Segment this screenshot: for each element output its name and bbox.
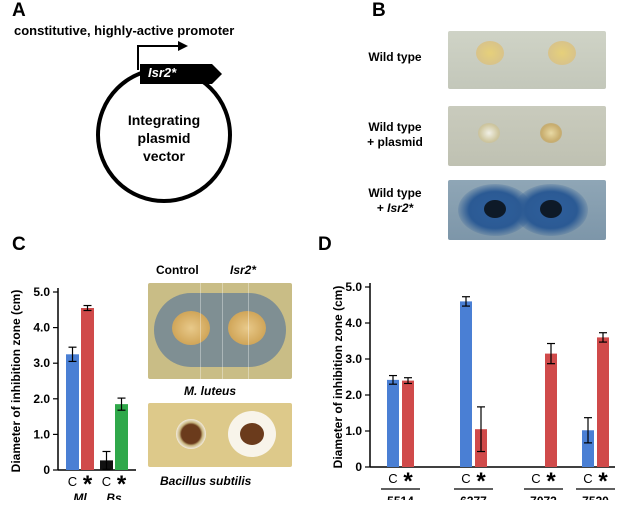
y-tick-label: 3.0 bbox=[345, 352, 362, 366]
colony-isr2-ml bbox=[228, 311, 266, 345]
plate-wild-type-isr2 bbox=[448, 180, 606, 240]
promoter-label: constitutive, highly-active promoter bbox=[14, 23, 235, 38]
b-row1-label: Wild type bbox=[350, 50, 440, 65]
promoter-arrowhead bbox=[178, 41, 188, 51]
panel-b-letter: B bbox=[372, 0, 386, 21]
y-tick-label: 2.0 bbox=[33, 392, 50, 406]
colony-4 bbox=[540, 123, 562, 143]
y-tick-label: 0 bbox=[43, 463, 50, 477]
chart-d: Diameter of inhibition zone (cm) 0 1.0 2.0 3… bbox=[331, 280, 615, 500]
y-axis-label: Diameter of inhibition zone (cm) bbox=[9, 290, 23, 473]
grid-line-3 bbox=[248, 283, 249, 379]
bar-label-control: C bbox=[531, 471, 540, 486]
group-label: 7520 bbox=[582, 494, 609, 500]
gene-block bbox=[140, 64, 222, 84]
colony-control-ml bbox=[172, 311, 210, 345]
y-tick-label: 5.0 bbox=[345, 280, 362, 294]
b-row2-line1: Wild type bbox=[368, 120, 422, 134]
group-label: 6377 bbox=[460, 494, 487, 500]
bar bbox=[545, 353, 557, 467]
bar bbox=[597, 337, 609, 467]
b-subtilis-caption: Bacillus subtilis bbox=[160, 474, 252, 488]
bar-label-control: C bbox=[102, 474, 111, 489]
b-row3-label: Wild type + Isr2* bbox=[348, 186, 442, 216]
b-row3-line1: Wild type bbox=[368, 186, 422, 200]
panel-d-letter: D bbox=[318, 234, 332, 255]
plate-b-subtilis bbox=[148, 403, 292, 467]
b-row1-line1: Wild type bbox=[368, 50, 422, 64]
colony-2 bbox=[548, 41, 576, 65]
plasmid-diagram bbox=[96, 41, 232, 203]
y-tick-label: 2.0 bbox=[345, 388, 362, 402]
bar bbox=[115, 404, 128, 470]
plate-wild-type bbox=[448, 31, 606, 89]
gene-label: Isr2* bbox=[148, 65, 177, 80]
grid-line-2 bbox=[222, 283, 223, 379]
bar bbox=[582, 430, 594, 467]
chart-c: Diameter of inhibition zone (cm) 0 1.0 2.0 3… bbox=[9, 285, 136, 500]
bar-label-control: C bbox=[68, 474, 77, 489]
plasmid-line-2: plasmid bbox=[137, 130, 191, 146]
plasmid-line-1: Integrating bbox=[127, 112, 201, 128]
bar-label-control: C bbox=[388, 471, 397, 486]
group-label: Ml bbox=[73, 491, 87, 500]
bar-label-control: C bbox=[583, 471, 592, 486]
group-label: 7072 bbox=[530, 494, 557, 500]
colony-3 bbox=[478, 123, 500, 143]
y-tick-label: 5.0 bbox=[33, 285, 50, 299]
bar-label-isr2: * bbox=[117, 471, 127, 498]
bar-label-isr2: * bbox=[83, 471, 93, 498]
colony-1 bbox=[476, 41, 504, 65]
y-tick-label: 3.0 bbox=[33, 356, 50, 370]
b-row3-gene: Isr2* bbox=[387, 201, 414, 215]
b-row3-line2: + Isr2* bbox=[348, 201, 442, 216]
b-row3-prefix: + bbox=[376, 201, 388, 215]
y-tick-label: 1.0 bbox=[345, 424, 362, 438]
bar bbox=[66, 354, 79, 470]
bar bbox=[460, 301, 472, 467]
colony-5 bbox=[484, 200, 506, 218]
plate-wild-type-plasmid bbox=[448, 106, 606, 166]
bar bbox=[387, 379, 399, 467]
promoter-arrow bbox=[137, 45, 178, 70]
colony-6 bbox=[540, 200, 562, 218]
bar-label-isr2: * bbox=[403, 468, 413, 495]
plasmid-line-3: vector bbox=[142, 148, 186, 164]
y-tick-label: 1.0 bbox=[33, 427, 50, 441]
c-isr2-label: Isr2* bbox=[230, 263, 257, 277]
y-axis-label: Diameter of inhibition zone (cm) bbox=[331, 286, 345, 469]
bar-label-isr2: * bbox=[546, 468, 556, 495]
bar bbox=[81, 308, 94, 470]
plate-m-luteus bbox=[148, 283, 292, 379]
grid-line-1 bbox=[200, 283, 201, 379]
colony-control-bs bbox=[176, 419, 206, 449]
bar-label-isr2: * bbox=[598, 468, 608, 495]
bar-label-isr2: * bbox=[476, 468, 486, 495]
y-tick-label: 4.0 bbox=[345, 316, 362, 330]
m-luteus-caption: M. luteus bbox=[184, 384, 237, 398]
bar-label-control: C bbox=[461, 471, 470, 486]
b-row2-label: Wild type + plasmid bbox=[348, 120, 442, 150]
panel-c-letter: C bbox=[12, 234, 26, 255]
colony-isr2-bs bbox=[240, 423, 264, 445]
plasmid-text: Integrating plasmid vector bbox=[104, 111, 224, 165]
bar bbox=[402, 380, 414, 467]
b-row2-line2: + plasmid bbox=[367, 135, 423, 149]
group-label: 5514 bbox=[387, 494, 414, 500]
group-label: Bs bbox=[106, 491, 122, 500]
c-control-label: Control bbox=[156, 263, 199, 277]
panel-a-letter: A bbox=[12, 0, 26, 21]
y-tick-label: 0 bbox=[355, 460, 362, 474]
y-tick-label: 4.0 bbox=[33, 321, 50, 335]
